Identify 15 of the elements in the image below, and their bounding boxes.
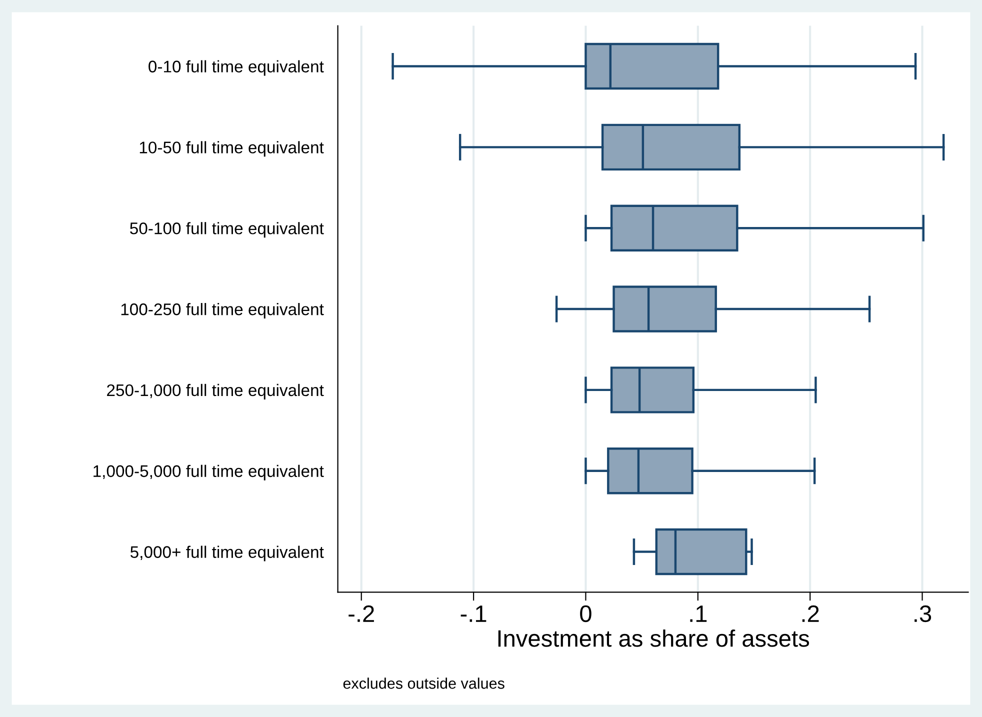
x-tick-label: .3 [914, 605, 932, 622]
x-tick-label: .1 [690, 606, 707, 622]
y-tick-label: 250-1,000 full time equivalent [107, 384, 324, 400]
y-tick-label: 50-100 full time equivalent [130, 222, 324, 238]
text: excludes outside values [343, 678, 504, 689]
x-tick-label: -.1 [460, 606, 486, 622]
y-tick-label: 10-50 full time equivalent [140, 141, 324, 157]
y-tick-label: 100-250 full time equivalent [121, 302, 324, 319]
x-axis-title: Investment as share of assets [498, 630, 810, 647]
x-tick-label: .2 [802, 605, 819, 622]
y-tick-label: 0-10 full time equivalent [148, 60, 324, 76]
y-tick-label: 1,000-5,000 full time equivalent [94, 464, 324, 480]
y-tick-label: 5,000+ full time equivalent [130, 546, 324, 562]
x-tick-label: 0 [580, 605, 592, 622]
x-tick-label: -.2 [348, 605, 374, 622]
